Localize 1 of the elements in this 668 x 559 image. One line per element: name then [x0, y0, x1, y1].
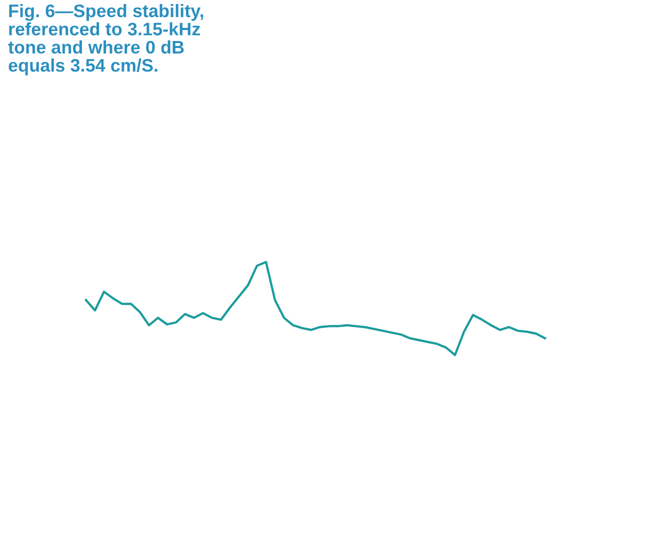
chart-title: Fig. 6—Speed stability, referenced to 3.15-kHz tone and where 0 dB equals 3.54 cm/S.	[8, 4, 204, 76]
